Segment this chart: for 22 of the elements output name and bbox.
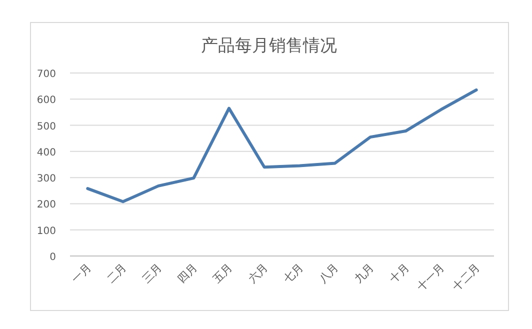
chart-title: 产品每月销售情况 [201, 36, 337, 56]
x-tick-label: 一月 [69, 260, 94, 286]
x-tick-label: 十二月 [450, 260, 482, 294]
y-tick-label: 0 [50, 252, 56, 263]
x-tick-label: 三月 [140, 260, 164, 286]
x-tick-label: 六月 [246, 260, 270, 286]
x-tick-label: 五月 [210, 260, 236, 286]
y-tick-label: 600 [36, 95, 56, 106]
x-tick-label: 十一月 [414, 260, 448, 294]
y-tick-label: 700 [36, 69, 56, 80]
line-series [86, 88, 478, 204]
x-tick-label: 九月 [352, 260, 376, 286]
y-tick-label: 500 [36, 121, 56, 132]
y-tick-label: 200 [36, 200, 56, 211]
x-tick-label: 四月 [175, 260, 200, 286]
x-tick-label: 八月 [316, 260, 342, 286]
x-tick-label: 十月 [387, 260, 412, 286]
y-tick-label: 300 [36, 174, 56, 185]
y-tick-label: 100 [36, 226, 56, 237]
x-tick-label: 七月 [281, 260, 306, 286]
y-tick-label: 400 [36, 147, 56, 158]
x-tick-label: 二月 [104, 260, 130, 286]
